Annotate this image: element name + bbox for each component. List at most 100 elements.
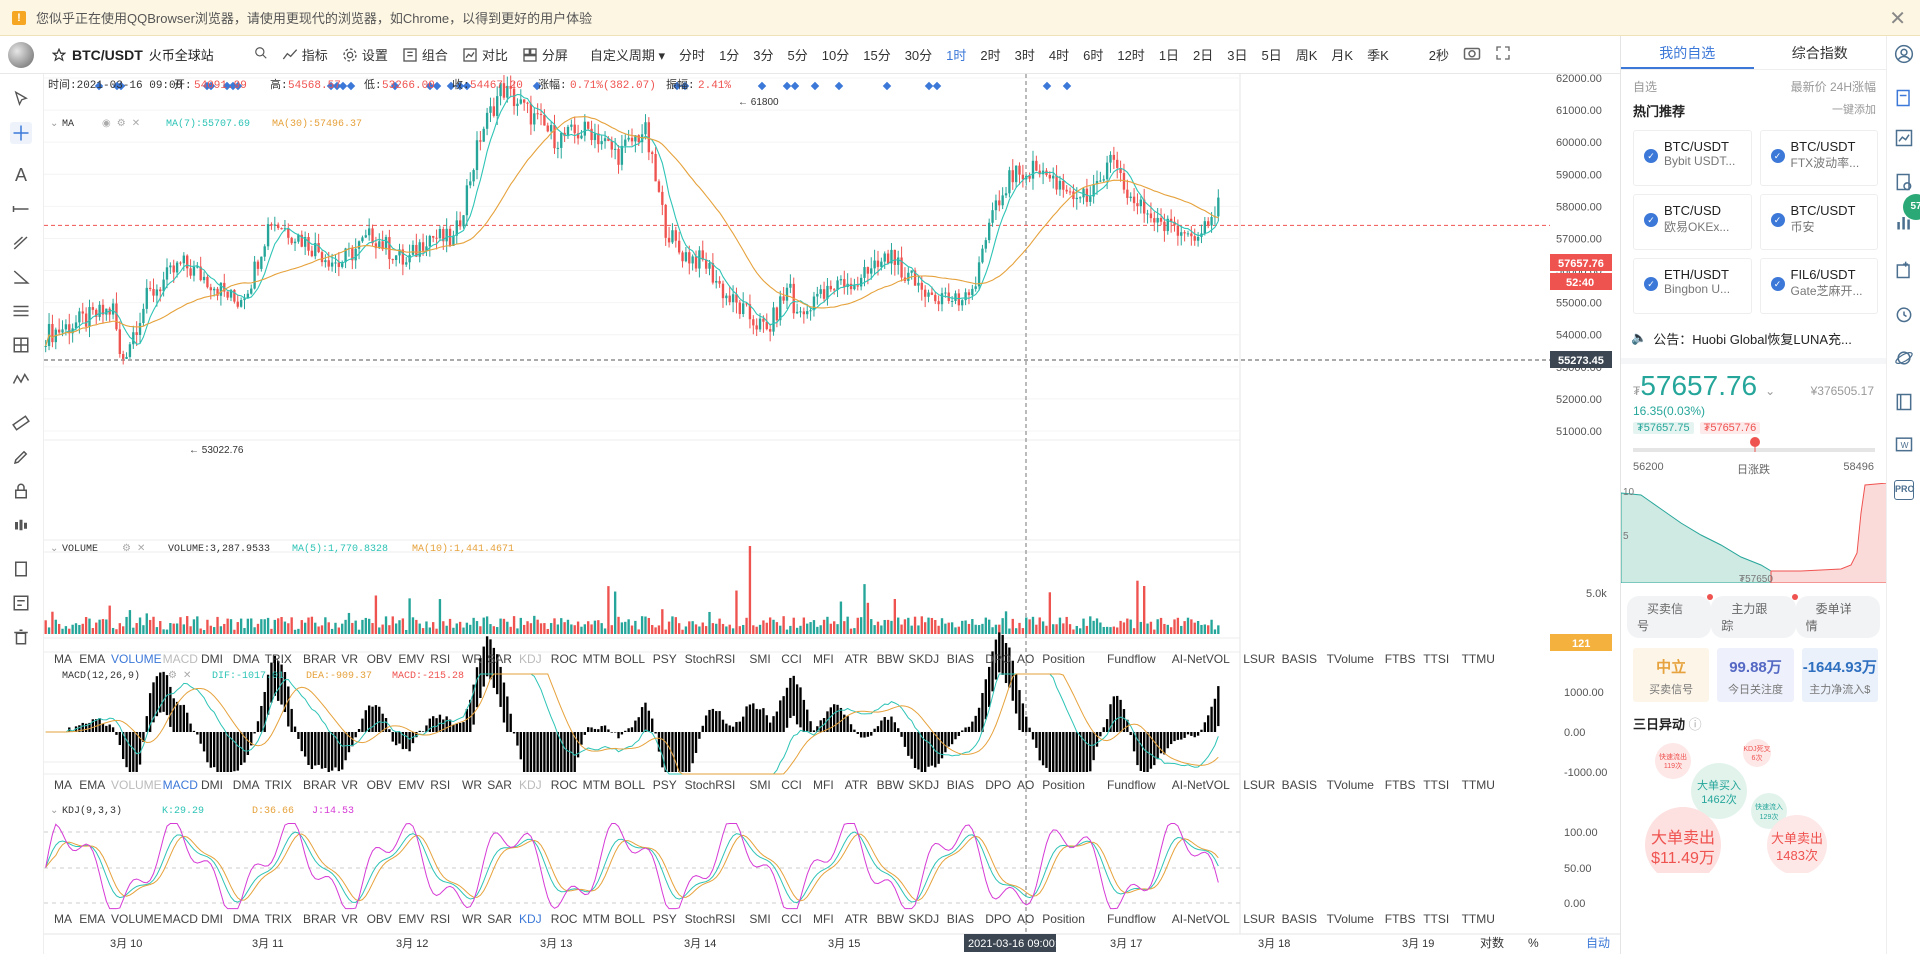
indicator-tab-ROC[interactable]: ROC <box>551 652 578 666</box>
indicator-tab-BIAS[interactable]: BIAS <box>947 778 974 792</box>
indicator-tab-AO[interactable]: AO <box>1017 652 1034 666</box>
indicator-tab-MACD[interactable]: MACD <box>163 912 199 926</box>
order-detail-button[interactable]: 委单详情 <box>1795 596 1880 638</box>
indicator-tab-Position[interactable]: Position <box>1042 912 1085 926</box>
line-tool-icon[interactable] <box>10 198 32 220</box>
combine-button[interactable]: 组合 <box>402 45 448 64</box>
grid-tool-icon[interactable] <box>10 334 32 356</box>
indicator-tab-KDJ[interactable]: KDJ <box>519 912 542 926</box>
indicator-tab-MA[interactable]: MA <box>54 778 72 792</box>
indicator-tab-BRAR[interactable]: BRAR <box>303 778 337 792</box>
period-15分[interactable]: 15分 <box>863 48 891 63</box>
indicator-tab-Fundflow[interactable]: Fundflow <box>1107 912 1156 926</box>
compare-button[interactable]: 对比 <box>462 45 508 64</box>
period-3日[interactable]: 3日 <box>1227 48 1248 63</box>
indicator-tab-AI-NetVOL[interactable]: AI-NetVOL <box>1172 652 1230 666</box>
indicator-tab-TRIX[interactable]: TRIX <box>265 778 292 792</box>
check-icon[interactable]: ✓ <box>1644 149 1658 163</box>
recommend-card[interactable]: ✓ BTC/USD 欧易OKEx... <box>1633 194 1752 250</box>
indicator-tab-StochRSI[interactable]: StochRSI <box>685 652 736 666</box>
period-季K[interactable]: 季K <box>1367 48 1389 63</box>
indicator-tab-VOLUME[interactable]: VOLUME <box>111 652 162 666</box>
recommend-card[interactable]: ✓ ETH/USDT Bingbon U... <box>1633 258 1752 314</box>
indicator-tab-OBV[interactable]: OBV <box>367 778 392 792</box>
indicator-tab-RSI[interactable]: RSI <box>430 778 450 792</box>
anomaly-bubbles[interactable]: 快速流出 119次 KDJ死叉 6次 大单买入 1462次 快速流入 129次 … <box>1621 733 1887 883</box>
indicator-tab-BASIS[interactable]: BASIS <box>1282 912 1317 926</box>
indicator-tab-WR[interactable]: WR <box>462 778 482 792</box>
period-分时[interactable]: 分时 <box>679 48 706 63</box>
axis-mode-log[interactable]: 对数 <box>1480 935 1504 950</box>
indicator-tab-KDJ[interactable]: KDJ <box>519 778 542 792</box>
period-6时[interactable]: 6时 <box>1083 48 1104 63</box>
indicator-tab-DPO[interactable]: DPO <box>985 778 1011 792</box>
indicator-tab-AI-NetVOL[interactable]: AI-NetVOL <box>1172 912 1230 926</box>
indicator-tab-EMV[interactable]: EMV <box>398 912 424 926</box>
recommend-card[interactable]: ✓ BTC/USDT FTX波动率... <box>1759 130 1878 186</box>
indicator-tab-CCI[interactable]: CCI <box>781 652 802 666</box>
settings-icon[interactable]: ⚙ ✕ <box>122 543 145 555</box>
indicator-tab-TTMU[interactable]: TTMU <box>1462 778 1495 792</box>
indicator-tab-SMI[interactable]: SMI <box>749 652 770 666</box>
indicator-tab-PSY[interactable]: PSY <box>653 652 677 666</box>
indicator-tab-FTBS[interactable]: FTBS <box>1385 778 1416 792</box>
indicator-tab-LSUR[interactable]: LSUR <box>1243 652 1275 666</box>
period-2时[interactable]: 2时 <box>980 48 1001 63</box>
parallel-lines-icon[interactable] <box>10 300 32 322</box>
indicator-tab-BRAR[interactable]: BRAR <box>303 652 337 666</box>
settings-button[interactable]: 设置 <box>342 45 388 64</box>
indicator-tab-EMA[interactable]: EMA <box>79 912 105 926</box>
indicator-tab-MFI[interactable]: MFI <box>813 652 834 666</box>
indicator-tab-LSUR[interactable]: LSUR <box>1243 912 1275 926</box>
indicator-tab-TTMU[interactable]: TTMU <box>1462 912 1495 926</box>
kline-chart[interactable]: 时间:2021-03-16 09:00 开: 54091.99 高: 54568… <box>44 74 1620 954</box>
indicator-button[interactable]: 指标 <box>282 45 328 64</box>
indicator-tab-WR[interactable]: WR <box>462 912 482 926</box>
indicator-tab-VR[interactable]: VR <box>341 652 358 666</box>
wallet-icon[interactable]: W <box>1894 434 1914 454</box>
indicator-tab-MA[interactable]: MA <box>54 652 72 666</box>
indicator-tab-WR[interactable]: WR <box>462 652 482 666</box>
indicator-tab-Position[interactable]: Position <box>1042 652 1085 666</box>
check-icon[interactable]: ✓ <box>1770 149 1785 163</box>
crosshair-icon[interactable] <box>10 122 32 144</box>
period-12时[interactable]: 12时 <box>1117 48 1145 63</box>
indicator-tab-DMI[interactable]: DMI <box>201 778 223 792</box>
add-copy-icon[interactable] <box>1894 260 1914 280</box>
period-5日[interactable]: 5日 <box>1261 48 1282 63</box>
indicator-tab-EMV[interactable]: EMV <box>398 778 424 792</box>
indicator-tab-DMA[interactable]: DMA <box>233 912 260 926</box>
period-3时[interactable]: 3时 <box>1014 48 1035 63</box>
help-icon[interactable]: ⓘ <box>1688 717 1702 732</box>
period-5分[interactable]: 5分 <box>787 48 808 63</box>
main-force-button[interactable]: 主力跟踪 <box>1711 594 1798 638</box>
indicator-tab-OBV[interactable]: OBV <box>367 652 392 666</box>
indicator-tab-AI-NetVOL[interactable]: AI-NetVOL <box>1172 778 1230 792</box>
metric-attention[interactable]: 99.88万 今日关注度 <box>1717 648 1794 702</box>
period-1分[interactable]: 1分 <box>719 48 740 63</box>
indicator-tab-ATR[interactable]: ATR <box>845 912 868 926</box>
indicator-tab-Position[interactable]: Position <box>1042 778 1085 792</box>
pen-icon[interactable] <box>10 446 32 468</box>
recommend-card[interactable]: ✓ BTC/USDT 币安 <box>1759 194 1878 250</box>
indicator-tab-TTMU[interactable]: TTMU <box>1462 652 1495 666</box>
indicator-tab-PSY[interactable]: PSY <box>653 778 677 792</box>
side-badge[interactable]: 57 <box>1903 194 1920 220</box>
period-1时[interactable]: 1时 <box>946 48 967 63</box>
indicator-tab-SAR[interactable]: SAR <box>487 912 512 926</box>
indicator-tab-MFI[interactable]: MFI <box>813 912 834 926</box>
fullscreen-icon[interactable] <box>1495 45 1511 64</box>
announcement[interactable]: 🔈 公告：Huobi Global恢复LUNA充... <box>1621 324 1886 352</box>
indicator-tab-PSY[interactable]: PSY <box>653 912 677 926</box>
indicator-tab-VR[interactable]: VR <box>341 778 358 792</box>
cursor-arrow-icon[interactable] <box>10 88 32 110</box>
triangle-tool-icon[interactable] <box>10 266 32 288</box>
book-icon[interactable] <box>1894 392 1914 412</box>
text-tool-icon[interactable]: A <box>14 164 27 185</box>
indicator-tab-SAR[interactable]: SAR <box>487 652 512 666</box>
indicator-tab-TTSI[interactable]: TTSI <box>1423 652 1449 666</box>
check-icon[interactable]: ✓ <box>1644 213 1658 227</box>
lock-icon[interactable] <box>10 480 32 502</box>
indicator-tab-CCI[interactable]: CCI <box>781 778 802 792</box>
indicator-tab-DMA[interactable]: DMA <box>233 652 260 666</box>
